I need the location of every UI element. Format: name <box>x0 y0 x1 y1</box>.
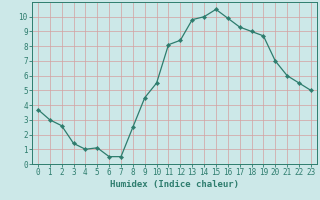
X-axis label: Humidex (Indice chaleur): Humidex (Indice chaleur) <box>110 180 239 189</box>
